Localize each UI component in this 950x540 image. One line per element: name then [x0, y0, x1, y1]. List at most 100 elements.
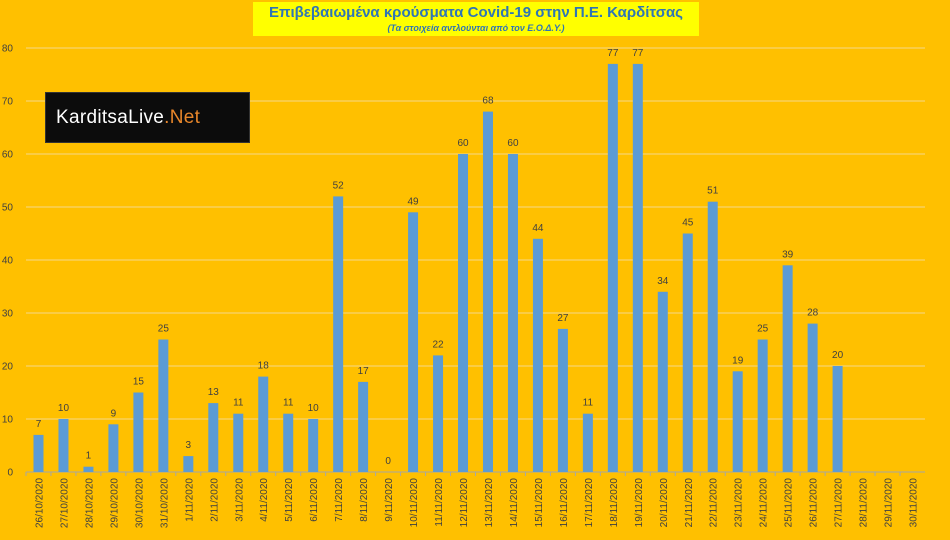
bar	[108, 424, 119, 472]
data-label: 28	[807, 308, 819, 319]
x-tick-label: 15/11/2020	[534, 478, 545, 528]
bar	[682, 233, 693, 472]
bar	[532, 238, 543, 472]
y-tick-label: 60	[2, 150, 14, 161]
x-tick-label: 3/11/2020	[234, 478, 245, 522]
data-label: 45	[682, 218, 694, 229]
data-label: 11	[283, 398, 294, 409]
x-tick-label: 6/11/2020	[309, 478, 320, 522]
x-tick-label: 20/11/2020	[659, 478, 670, 528]
x-tick-label: 14/11/2020	[509, 478, 520, 528]
y-tick-label: 70	[2, 97, 14, 108]
data-label: 9	[111, 408, 117, 419]
chart-subtitle: (Τα στοιχεία αντλούνται από τον Ε.Ο.Δ.Υ.…	[387, 23, 565, 33]
data-label: 25	[757, 324, 769, 335]
bar	[632, 63, 643, 473]
data-label: 10	[308, 403, 320, 414]
x-tick-label: 18/11/2020	[609, 478, 620, 528]
data-label: 10	[58, 403, 70, 414]
bar	[433, 355, 444, 472]
y-tick-label: 10	[2, 415, 14, 426]
x-tick-label: 28/10/2020	[84, 478, 95, 528]
y-tick-label: 30	[2, 309, 14, 320]
bar	[807, 323, 818, 472]
y-tick-label: 0	[7, 468, 13, 479]
data-label: 39	[782, 249, 794, 260]
data-label: 34	[657, 276, 669, 287]
y-tick-label: 40	[2, 256, 14, 267]
data-label: 68	[482, 96, 494, 107]
bar	[458, 154, 469, 472]
data-label: 22	[432, 339, 444, 350]
x-tick-label: 31/10/2020	[159, 478, 170, 528]
bar	[358, 381, 369, 472]
bar	[158, 339, 169, 472]
bar	[482, 111, 493, 472]
bar	[607, 63, 618, 473]
bar	[283, 413, 294, 472]
data-label: 20	[832, 350, 844, 361]
x-tick-label: 16/11/2020	[559, 478, 570, 528]
x-tick-label: 1/11/2020	[184, 478, 195, 522]
karditsalive-logo: KarditsaLive.Net	[45, 92, 250, 143]
x-tick-label: 25/11/2020	[784, 478, 795, 528]
chart-title-box: Επιβεβαιωμένα κρούσματα Covid-19 στην Π.…	[253, 2, 699, 36]
x-tick-label: 4/11/2020	[259, 478, 270, 522]
x-tick-label: 30/11/2020	[909, 478, 920, 528]
bar	[408, 212, 419, 473]
x-tick-label: 27/11/2020	[834, 478, 845, 528]
bar	[183, 456, 194, 472]
x-tick-label: 29/10/2020	[109, 478, 120, 528]
data-label: 1	[86, 451, 92, 462]
data-label: 51	[707, 186, 719, 197]
x-tick-label: 30/10/2020	[134, 478, 145, 528]
data-label: 0	[385, 456, 391, 467]
data-label: 44	[532, 223, 544, 234]
x-tick-label: 2/11/2020	[209, 478, 220, 522]
data-label: 7	[36, 419, 42, 430]
data-label: 27	[557, 313, 569, 324]
x-tick-label: 11/11/2020	[434, 478, 445, 527]
x-tick-label: 22/11/2020	[709, 478, 720, 528]
y-tick-label: 20	[2, 362, 14, 373]
data-label: 3	[186, 440, 192, 451]
y-tick-label: 50	[2, 203, 14, 214]
bar	[33, 434, 44, 472]
data-label: 17	[358, 366, 370, 377]
logo-text-accent: .Net	[164, 107, 201, 128]
data-label: 11	[583, 398, 594, 409]
data-label: 15	[133, 377, 145, 388]
data-label: 52	[333, 180, 345, 191]
x-tick-label: 23/11/2020	[734, 478, 745, 528]
x-tick-label: 13/11/2020	[484, 478, 495, 528]
data-label: 77	[607, 48, 619, 59]
bar	[707, 201, 718, 472]
bar	[258, 376, 269, 472]
bar	[732, 371, 743, 472]
x-tick-label: 28/11/2020	[859, 478, 870, 528]
x-tick-label: 21/11/2020	[684, 478, 695, 528]
data-label: 60	[507, 138, 519, 149]
bar	[832, 366, 843, 472]
x-tick-label: 9/11/2020	[384, 478, 395, 522]
bar	[208, 403, 219, 472]
x-tick-label: 24/11/2020	[759, 478, 770, 528]
x-tick-label: 17/11/2020	[584, 478, 595, 528]
x-tick-label: 5/11/2020	[284, 478, 295, 522]
data-label: 49	[408, 196, 420, 207]
data-label: 77	[632, 48, 644, 59]
x-tick-label: 19/11/2020	[634, 478, 645, 528]
x-tick-label: 27/10/2020	[59, 478, 70, 528]
chart-title: Επιβεβαιωμένα κρούσματα Covid-19 στην Π.…	[269, 4, 683, 21]
x-tick-label: 8/11/2020	[359, 478, 370, 522]
y-tick-label: 80	[2, 44, 14, 55]
bar	[657, 291, 668, 472]
bar	[507, 154, 518, 472]
data-label: 11	[233, 398, 244, 409]
bar	[333, 196, 344, 472]
bar	[582, 413, 593, 472]
bar	[58, 419, 69, 472]
x-tick-label: 12/11/2020	[459, 478, 470, 528]
x-tick-label: 26/10/2020	[34, 478, 45, 528]
